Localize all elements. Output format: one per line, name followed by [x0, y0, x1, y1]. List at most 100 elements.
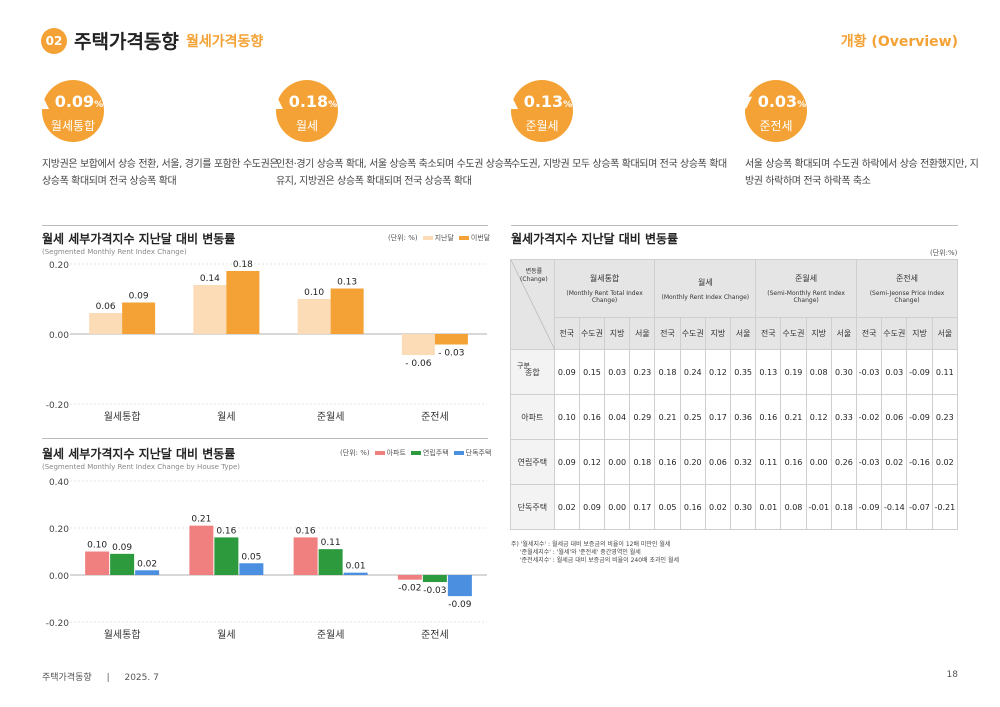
table-group-header: 월세 (Monthly Rent Index Change): [654, 259, 757, 318]
table-cell: 0.30: [830, 349, 857, 395]
up-arrow-icon: ▲: [36, 92, 50, 111]
data-label: 0.01: [346, 562, 366, 572]
x-tick-label: 준전세: [421, 629, 449, 641]
table-cell: 0.09: [553, 439, 580, 485]
data-label: 0.02: [137, 559, 157, 569]
table-cell: 0.06: [881, 394, 908, 440]
x-tick-label: 월세통합: [104, 629, 141, 641]
bar: [330, 288, 364, 334]
note-line: '준월세지수' : '월세'와 '준전세' 중간영역인 월세: [520, 549, 641, 556]
kpi-unit: %: [797, 100, 807, 110]
table-cell: 0.02: [931, 439, 959, 485]
table-cell: 0.26: [830, 439, 857, 485]
table-cell: 0.20: [679, 439, 706, 485]
chart1-legend: (단위: %) 지난달 이번달: [388, 233, 490, 243]
bar: [397, 575, 422, 580]
page-subtitle: 월세가격동향: [186, 34, 264, 50]
chart2-legend: (단위: %) 아파트 연립주택 단독주택: [340, 448, 491, 458]
bar: [297, 299, 331, 334]
data-label: 0.16: [216, 526, 236, 536]
legend-item: 단독주택: [453, 448, 491, 458]
table-cell: 0.16: [755, 394, 782, 440]
kpi-description: 수도권, 지방권 모두 상승폭 확대되며 전국 상승폭 확대: [511, 159, 727, 170]
divider: [511, 225, 958, 226]
table-cell: 0.17: [629, 484, 656, 530]
table-cell: 0.11: [931, 349, 959, 395]
table-cell: 0.29: [629, 394, 656, 440]
legend-item: 이번달: [458, 233, 490, 243]
table-subcol-header: 전국: [755, 317, 782, 350]
bar: [343, 572, 368, 575]
bar: [239, 563, 264, 575]
y-tick-label: 0.00: [49, 572, 69, 582]
table-cell: 0.30: [730, 484, 757, 530]
data-label: - 0.06: [405, 359, 431, 369]
table-cell: -0.09: [906, 394, 933, 440]
table-title: 월세가격지수 지난달 대비 변동률: [511, 232, 679, 246]
y-tick-label: -0.20: [46, 619, 70, 629]
data-label: 0.16: [296, 526, 316, 536]
table-subcol-header: 지방: [906, 317, 933, 350]
table-cell: -0.07: [906, 484, 933, 530]
bar: [401, 334, 435, 355]
table-subcol-header: 수도권: [780, 317, 807, 350]
x-tick-label: 준월세: [317, 411, 345, 423]
table-subcol-header: 서울: [931, 317, 959, 350]
data-label: 0.11: [321, 538, 341, 548]
table-cell: 0.17: [704, 394, 732, 440]
legend-item: 지난달: [422, 233, 454, 243]
table-subcol-header: 서울: [830, 317, 857, 350]
table-cell: 0.03: [881, 349, 908, 395]
table-cell: 0.02: [704, 484, 732, 530]
kpi-card: ▲ 0.18% 월세 인천·경기 상승폭 확대, 서울 상승폭 축소되며 수도권…: [271, 80, 513, 190]
table-cell: 0.08: [780, 484, 807, 530]
data-label: 0.18: [233, 260, 253, 270]
data-label: 0.10: [87, 541, 107, 551]
bar: [434, 334, 468, 345]
footer: 주택가격동향 | 2025. 7: [42, 670, 159, 683]
diagonal-line: [511, 260, 555, 350]
table-corner-cell: 변동률 (Change) 구분: [510, 259, 555, 370]
corner-label: 변동률: [525, 268, 543, 275]
table-cell: 0.25: [679, 394, 706, 440]
table-cell: 0.06: [704, 439, 732, 485]
table-cell: -0.01: [805, 484, 832, 530]
kpi-card: ▲ 0.09% 월세통합 지방권은 보합에서 상승 전환, 서울, 경기를 포함…: [37, 80, 279, 190]
note-line: '준전세지수' : 월세금 대비 보증금의 비율이 240배 초과인 월세: [520, 557, 679, 564]
kpi-circle: ▼ 0.03% 준전세: [740, 80, 807, 142]
table-cell: 0.23: [931, 394, 959, 440]
bar: [110, 553, 135, 575]
x-tick-label: 월세통합: [104, 411, 141, 423]
kpi-value: 0.18: [288, 92, 329, 111]
table-cell: 0.23: [629, 349, 656, 395]
table-unit: (단위:%): [930, 249, 958, 257]
x-tick-label: 월세: [217, 411, 235, 423]
kpi-unit: %: [94, 100, 104, 110]
table-cell: 0.12: [704, 349, 732, 395]
table-subcol-header: 수도권: [578, 317, 606, 350]
table-cell: 0.00: [805, 439, 832, 485]
bar: [214, 537, 239, 575]
kpi-name: 준전세: [759, 119, 793, 133]
table-cell: 0.33: [830, 394, 857, 440]
row-label: 아파트: [510, 394, 555, 440]
kpi-circle: ▲ 0.09% 월세통합: [37, 80, 104, 142]
data-label: 0.05: [241, 552, 261, 562]
chart1-svg: 0.20 0.00 -0.20 0.06 0.09 월세통합 0.14 0.18 월세 0.10 0…: [46, 260, 487, 423]
table-cell: 0.21: [654, 394, 681, 440]
data-label: 0.14: [200, 274, 220, 284]
table-cell: -0.09: [906, 349, 933, 395]
note-line: 주) '월세지수' : 월세금 대비 보증금의 비율이 12배 미만인 월세: [511, 541, 671, 548]
kpi-name: 월세: [295, 119, 319, 133]
kpi-circle: ▲ 0.13% 준월세: [506, 80, 573, 142]
divider: [42, 438, 488, 439]
table-cell: 0.16: [654, 439, 681, 485]
table-cell: -0.03: [855, 349, 883, 395]
down-arrow-icon: ▼: [739, 92, 753, 111]
table-cell: 0.11: [755, 439, 782, 485]
bar: [85, 551, 110, 575]
table-cell: 0.36: [730, 394, 757, 440]
data-label: 0.21: [191, 515, 211, 525]
y-tick-label: 0.20: [49, 261, 69, 271]
up-arrow-icon: ▲: [270, 92, 284, 111]
